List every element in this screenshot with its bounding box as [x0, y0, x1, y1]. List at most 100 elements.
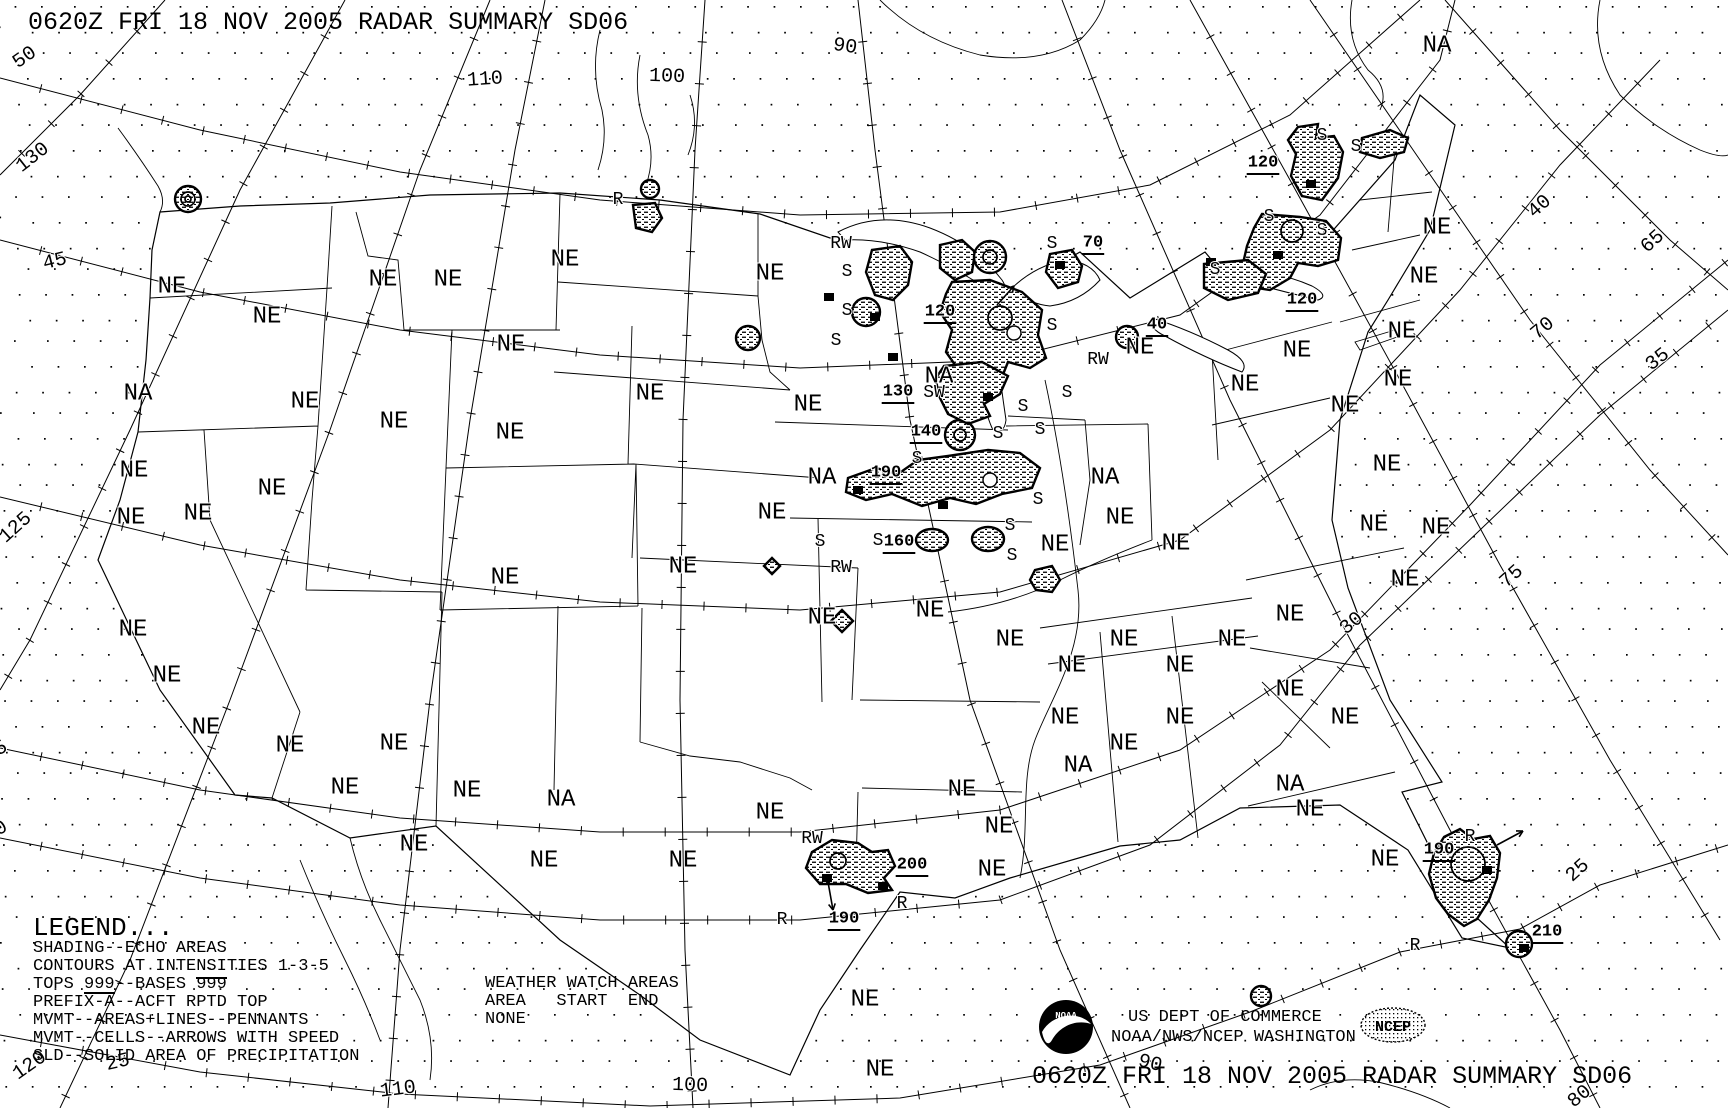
- graticule-label: 125: [0, 507, 37, 548]
- echo-status-label: NE: [1423, 215, 1452, 242]
- echo-status-label: NE: [756, 800, 785, 827]
- precip-type-label: RW: [801, 829, 823, 849]
- echo-status-label: NE: [496, 420, 525, 447]
- echo-status-label: NE: [1371, 847, 1400, 874]
- echo-area: [1028, 564, 1062, 594]
- echo-status-label: NE: [1218, 627, 1247, 654]
- echo-status-label: NE: [636, 381, 665, 408]
- bases-overline-mark: [196, 977, 227, 979]
- echo-status-label: NE: [253, 304, 282, 331]
- echo-area: [639, 178, 661, 200]
- echo-status-label: NE: [1162, 531, 1191, 558]
- movement-arrow: [1496, 830, 1524, 846]
- precip-type-label: R: [1410, 936, 1421, 956]
- echo-top-label: 140: [911, 423, 942, 442]
- echo-area: [173, 184, 203, 214]
- echo-status-label: NE: [119, 617, 148, 644]
- cell-movement-marker: [1055, 261, 1065, 269]
- precip-type-label: S: [1317, 221, 1328, 241]
- echo-top-label: 70: [1083, 234, 1103, 253]
- echo-status-label: NE: [120, 458, 149, 485]
- legend-line-mvmt-areas: MVMT--AREAS+LINES--PENNANTS: [33, 1011, 309, 1030]
- noaa-logo-icon: [1039, 1000, 1093, 1054]
- echo-status-label: NA: [1064, 753, 1093, 780]
- echo-area: [734, 324, 762, 352]
- echo-intensity-contour: [1280, 219, 1304, 243]
- echo-area: [914, 527, 950, 553]
- legend-line-shading: SHADING--ECHO AREAS: [33, 939, 227, 958]
- legend-heading: LEGEND...: [33, 913, 174, 943]
- watch-none: NONE: [485, 1010, 526, 1029]
- echo-status-label: NA: [1276, 772, 1305, 799]
- echo-status-label: NE: [117, 505, 146, 532]
- echo-status-label: NE: [1041, 532, 1070, 559]
- precip-type-label: RW: [830, 558, 852, 578]
- echo-status-label: NE: [1276, 602, 1305, 629]
- echo-intensity-contour: [829, 852, 847, 870]
- watch-columns: AREA START END: [485, 992, 659, 1011]
- graticule-label: 100: [672, 1074, 709, 1098]
- tops-underline-mark: [84, 992, 115, 994]
- echo-status-label: NA: [808, 465, 837, 492]
- echo-status-label: NE: [758, 500, 787, 527]
- echo-status-label: NE: [1410, 264, 1439, 291]
- movement-arrow: [827, 881, 834, 911]
- echo-top-label: 210: [1532, 923, 1563, 942]
- cell-movement-marker: [1306, 180, 1316, 188]
- agency-line1: US DEPT OF COMMERCE: [1128, 1008, 1322, 1027]
- echo-status-label: NE: [1106, 505, 1135, 532]
- graticule-label: 35: [0, 736, 12, 768]
- echo-status-label: NE: [491, 565, 520, 592]
- precip-type-label: S: [1018, 397, 1029, 417]
- cell-movement-marker: [878, 882, 888, 890]
- legend-line-contours: CONTOURS AT INTENSITIES 1-3-5: [33, 957, 329, 976]
- cell-movement-marker: [870, 313, 880, 321]
- precip-type-label: S: [1062, 383, 1073, 403]
- graticule-label: 90: [832, 34, 859, 60]
- echo-status-label: NA: [1423, 33, 1452, 60]
- echo-intensity-contour: [1450, 846, 1486, 882]
- echo-top-label: 120: [1248, 154, 1279, 173]
- echo-area: [1114, 324, 1140, 350]
- echo-status-label: NE: [530, 848, 559, 875]
- echo-area: [1286, 122, 1345, 202]
- graticule-label: 70: [1526, 312, 1559, 345]
- echo-top-label: 200: [897, 856, 928, 875]
- echo-area: [850, 296, 882, 328]
- precip-type-label: RW: [830, 234, 852, 254]
- echo-status-label: NE: [669, 554, 698, 581]
- echo-status-label: NE: [1360, 512, 1389, 539]
- echo-status-label: NE: [1373, 452, 1402, 479]
- echo-status-label: NE: [1422, 515, 1451, 542]
- cell-movement-marker: [822, 874, 832, 882]
- echo-status-label: NE: [453, 778, 482, 805]
- precip-type-label: S: [1047, 316, 1058, 336]
- echo-status-label: NE: [1058, 653, 1087, 680]
- graticule-label: 65: [1636, 225, 1669, 258]
- echo-status-label: NE: [434, 267, 463, 294]
- echo-status-label: NE: [400, 832, 429, 859]
- precip-type-label: S: [1047, 234, 1058, 254]
- echo-area: [970, 525, 1006, 553]
- echo-status-label: NA: [124, 381, 153, 408]
- echo-area: [934, 360, 1010, 426]
- legend-line-prefix: PREFIX-A--ACFT RPTD TOP: [33, 993, 268, 1012]
- precip-type-label: S: [1005, 516, 1016, 536]
- echo-status-label: NE: [808, 605, 837, 632]
- echo-status-label: NE: [948, 777, 977, 804]
- echo-status-label: NE: [291, 389, 320, 416]
- cell-movement-marker: [1519, 944, 1529, 952]
- echo-status-label: NE: [985, 814, 1014, 841]
- precip-type-label: S: [842, 301, 853, 321]
- cell-movement-marker: [824, 293, 834, 301]
- echo-status-label: NE: [851, 987, 880, 1014]
- graticule-label: 130: [12, 138, 55, 178]
- echo-area: [1240, 212, 1343, 292]
- cell-movement-marker: [888, 353, 898, 361]
- precip-type-label: S: [1351, 137, 1362, 157]
- precip-type-label: S: [1007, 546, 1018, 566]
- precip-type-label: S: [1317, 126, 1328, 146]
- echo-status-label: NE: [497, 332, 526, 359]
